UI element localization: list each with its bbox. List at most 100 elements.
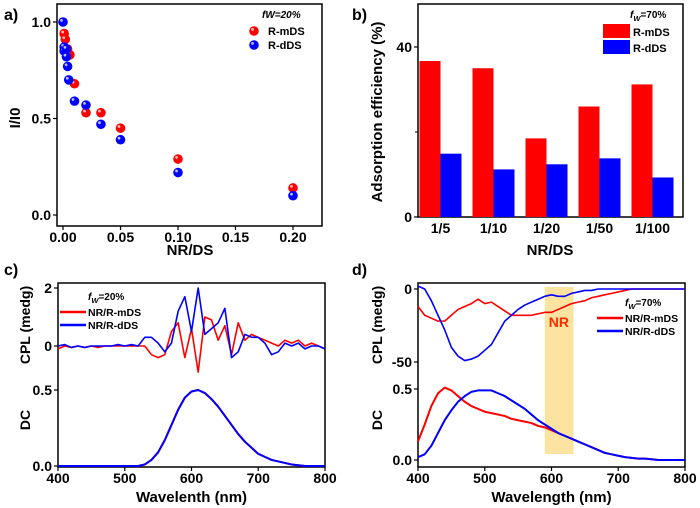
x-tick-label: 600 bbox=[180, 470, 204, 486]
data-point-R-dDS bbox=[115, 134, 126, 145]
data-point-R-dDS-highlight bbox=[117, 136, 121, 140]
legend-swatch bbox=[603, 40, 630, 54]
bar-R-dDS-1/20 bbox=[546, 164, 568, 217]
data-point-R-dDS bbox=[61, 51, 72, 62]
legend-marker-highlight bbox=[251, 28, 254, 31]
data-point-R-dDS-highlight bbox=[290, 192, 293, 196]
y-axis-label-dc: DC bbox=[369, 410, 385, 430]
data-point-R-mDS bbox=[173, 154, 183, 164]
bar-R-mDS-1/50 bbox=[578, 106, 600, 217]
data-point-R-mDS-highlight bbox=[290, 184, 293, 188]
x-tick-label: 1/50 bbox=[586, 220, 613, 236]
y-axis-label-dc: DC bbox=[17, 410, 33, 430]
y-tick-label: 1.0 bbox=[32, 14, 52, 30]
data-point-R-dDS bbox=[173, 167, 183, 178]
x-tick-label: 1/5 bbox=[431, 220, 451, 236]
bar-R-dDS-1/100 bbox=[652, 177, 674, 217]
bar-R-dDS-1/50 bbox=[599, 158, 621, 217]
data-point-R-dDS bbox=[69, 96, 80, 106]
data-point-R-mDS-highlight bbox=[175, 156, 178, 159]
data-point-R-dDS-highlight bbox=[71, 98, 75, 101]
x-tick-label: 600 bbox=[540, 470, 564, 486]
panel-label-c: c) bbox=[4, 262, 18, 279]
x-axis-label: NR/DS bbox=[167, 242, 214, 259]
y-tick-label: 0 bbox=[404, 209, 412, 225]
data-point-R-dDS bbox=[63, 75, 74, 85]
x-tick-label: 400 bbox=[406, 470, 430, 486]
bar-R-dDS-1/10 bbox=[493, 169, 515, 217]
data-point-R-dDS-highlight bbox=[65, 76, 69, 80]
x-tick-label: 0.20 bbox=[279, 229, 306, 245]
y-tick-label: 0.0 bbox=[33, 458, 53, 474]
data-point-R-dDS-highlight bbox=[63, 53, 67, 57]
y-axis-label-cpl: CPL (medg) bbox=[369, 286, 385, 364]
x-tick-label: 500 bbox=[473, 470, 497, 486]
bar-R-mDS-1/100 bbox=[631, 84, 653, 218]
x-tick-label: 800 bbox=[313, 470, 337, 486]
dc-line-NR/R-dDS bbox=[417, 389, 685, 461]
dc-line-NR/R-mDS bbox=[58, 389, 325, 467]
x-axis-label: NR/DS bbox=[527, 242, 574, 259]
x-tick-label: 0.00 bbox=[49, 229, 76, 245]
y-axis-label: Adsorption efficiency (%) bbox=[369, 22, 386, 203]
legend-label: NR/R-mDS bbox=[88, 307, 141, 319]
data-point-R-mDS-highlight bbox=[98, 109, 101, 113]
panel-label-a: a) bbox=[4, 7, 18, 24]
data-point-R-dDS-highlight bbox=[83, 101, 86, 105]
y-tick-label: 0 bbox=[44, 338, 52, 354]
data-point-R-mDS-highlight bbox=[62, 36, 66, 40]
legend-swatch bbox=[603, 24, 630, 38]
data-point-R-dDS bbox=[96, 119, 106, 130]
x-tick-label: 1/10 bbox=[480, 220, 507, 236]
data-point-R-dDS-highlight bbox=[175, 169, 178, 173]
legend-marker bbox=[249, 40, 259, 50]
bar-R-mDS-1/10 bbox=[472, 68, 494, 217]
legend-label: R-dDS bbox=[633, 43, 667, 55]
legend-label: NR/R-dDS bbox=[625, 326, 675, 338]
band-label: NR bbox=[549, 314, 569, 330]
fw-annotation: fW=20% bbox=[262, 10, 301, 21]
fw-annotation: fW=20% bbox=[88, 292, 124, 305]
data-point-R-dDS bbox=[81, 100, 91, 110]
legend-label: R-mDS bbox=[633, 27, 670, 39]
legend-label: R-mDS bbox=[268, 26, 305, 38]
data-point-R-mDS bbox=[115, 123, 126, 133]
y-tick-label: 0.0 bbox=[32, 207, 52, 223]
data-point-R-mDS bbox=[96, 107, 106, 118]
x-tick-label: 0.10 bbox=[164, 229, 191, 245]
dc-line-NR/R-dDS bbox=[58, 389, 325, 467]
y-tick-label: 0.5 bbox=[393, 381, 413, 397]
fw-annotation: fW=70% bbox=[625, 298, 661, 311]
legend-label: NR/R-dDS bbox=[88, 320, 138, 332]
cpl-line-NR/R-dDS bbox=[57, 287, 326, 359]
y-tick-label: 40 bbox=[396, 39, 412, 55]
nr-band bbox=[544, 287, 574, 454]
panel-label-d: d) bbox=[352, 262, 367, 279]
bar-R-mDS-1/20 bbox=[525, 138, 547, 217]
data-point-R-dDS bbox=[62, 61, 73, 72]
data-point-R-dDS-highlight bbox=[64, 63, 68, 67]
x-tick-label: 800 bbox=[673, 470, 697, 486]
data-point-R-mDS-highlight bbox=[83, 109, 86, 113]
x-axis-label: Wavelenth (nm) bbox=[136, 489, 247, 506]
bar-R-mDS-1/5 bbox=[419, 61, 441, 218]
data-point-R-mDS-highlight bbox=[61, 30, 65, 34]
legend-label: R-dDS bbox=[268, 40, 302, 52]
legend-label: NR/R-mDS bbox=[625, 313, 678, 325]
bar-R-dDS-1/5 bbox=[440, 153, 462, 217]
y-axis-label-cpl: CPL (medg) bbox=[17, 286, 33, 364]
plot-frame bbox=[56, 3, 323, 227]
data-point-R-mDS-highlight bbox=[117, 125, 121, 128]
data-point-R-dDS-highlight bbox=[98, 121, 101, 125]
y-tick-label: 0.5 bbox=[33, 382, 53, 398]
data-point-R-dDS-highlight bbox=[60, 19, 63, 22]
data-point-R-dDS bbox=[288, 190, 298, 201]
x-tick-label: 500 bbox=[113, 470, 137, 486]
x-tick-label: 1/100 bbox=[635, 220, 670, 236]
y-axis-label: I/I0 bbox=[7, 108, 24, 129]
y-tick-label: 0.0 bbox=[393, 452, 413, 468]
x-tick-label: 400 bbox=[46, 470, 70, 486]
x-tick-label: 700 bbox=[247, 470, 271, 486]
